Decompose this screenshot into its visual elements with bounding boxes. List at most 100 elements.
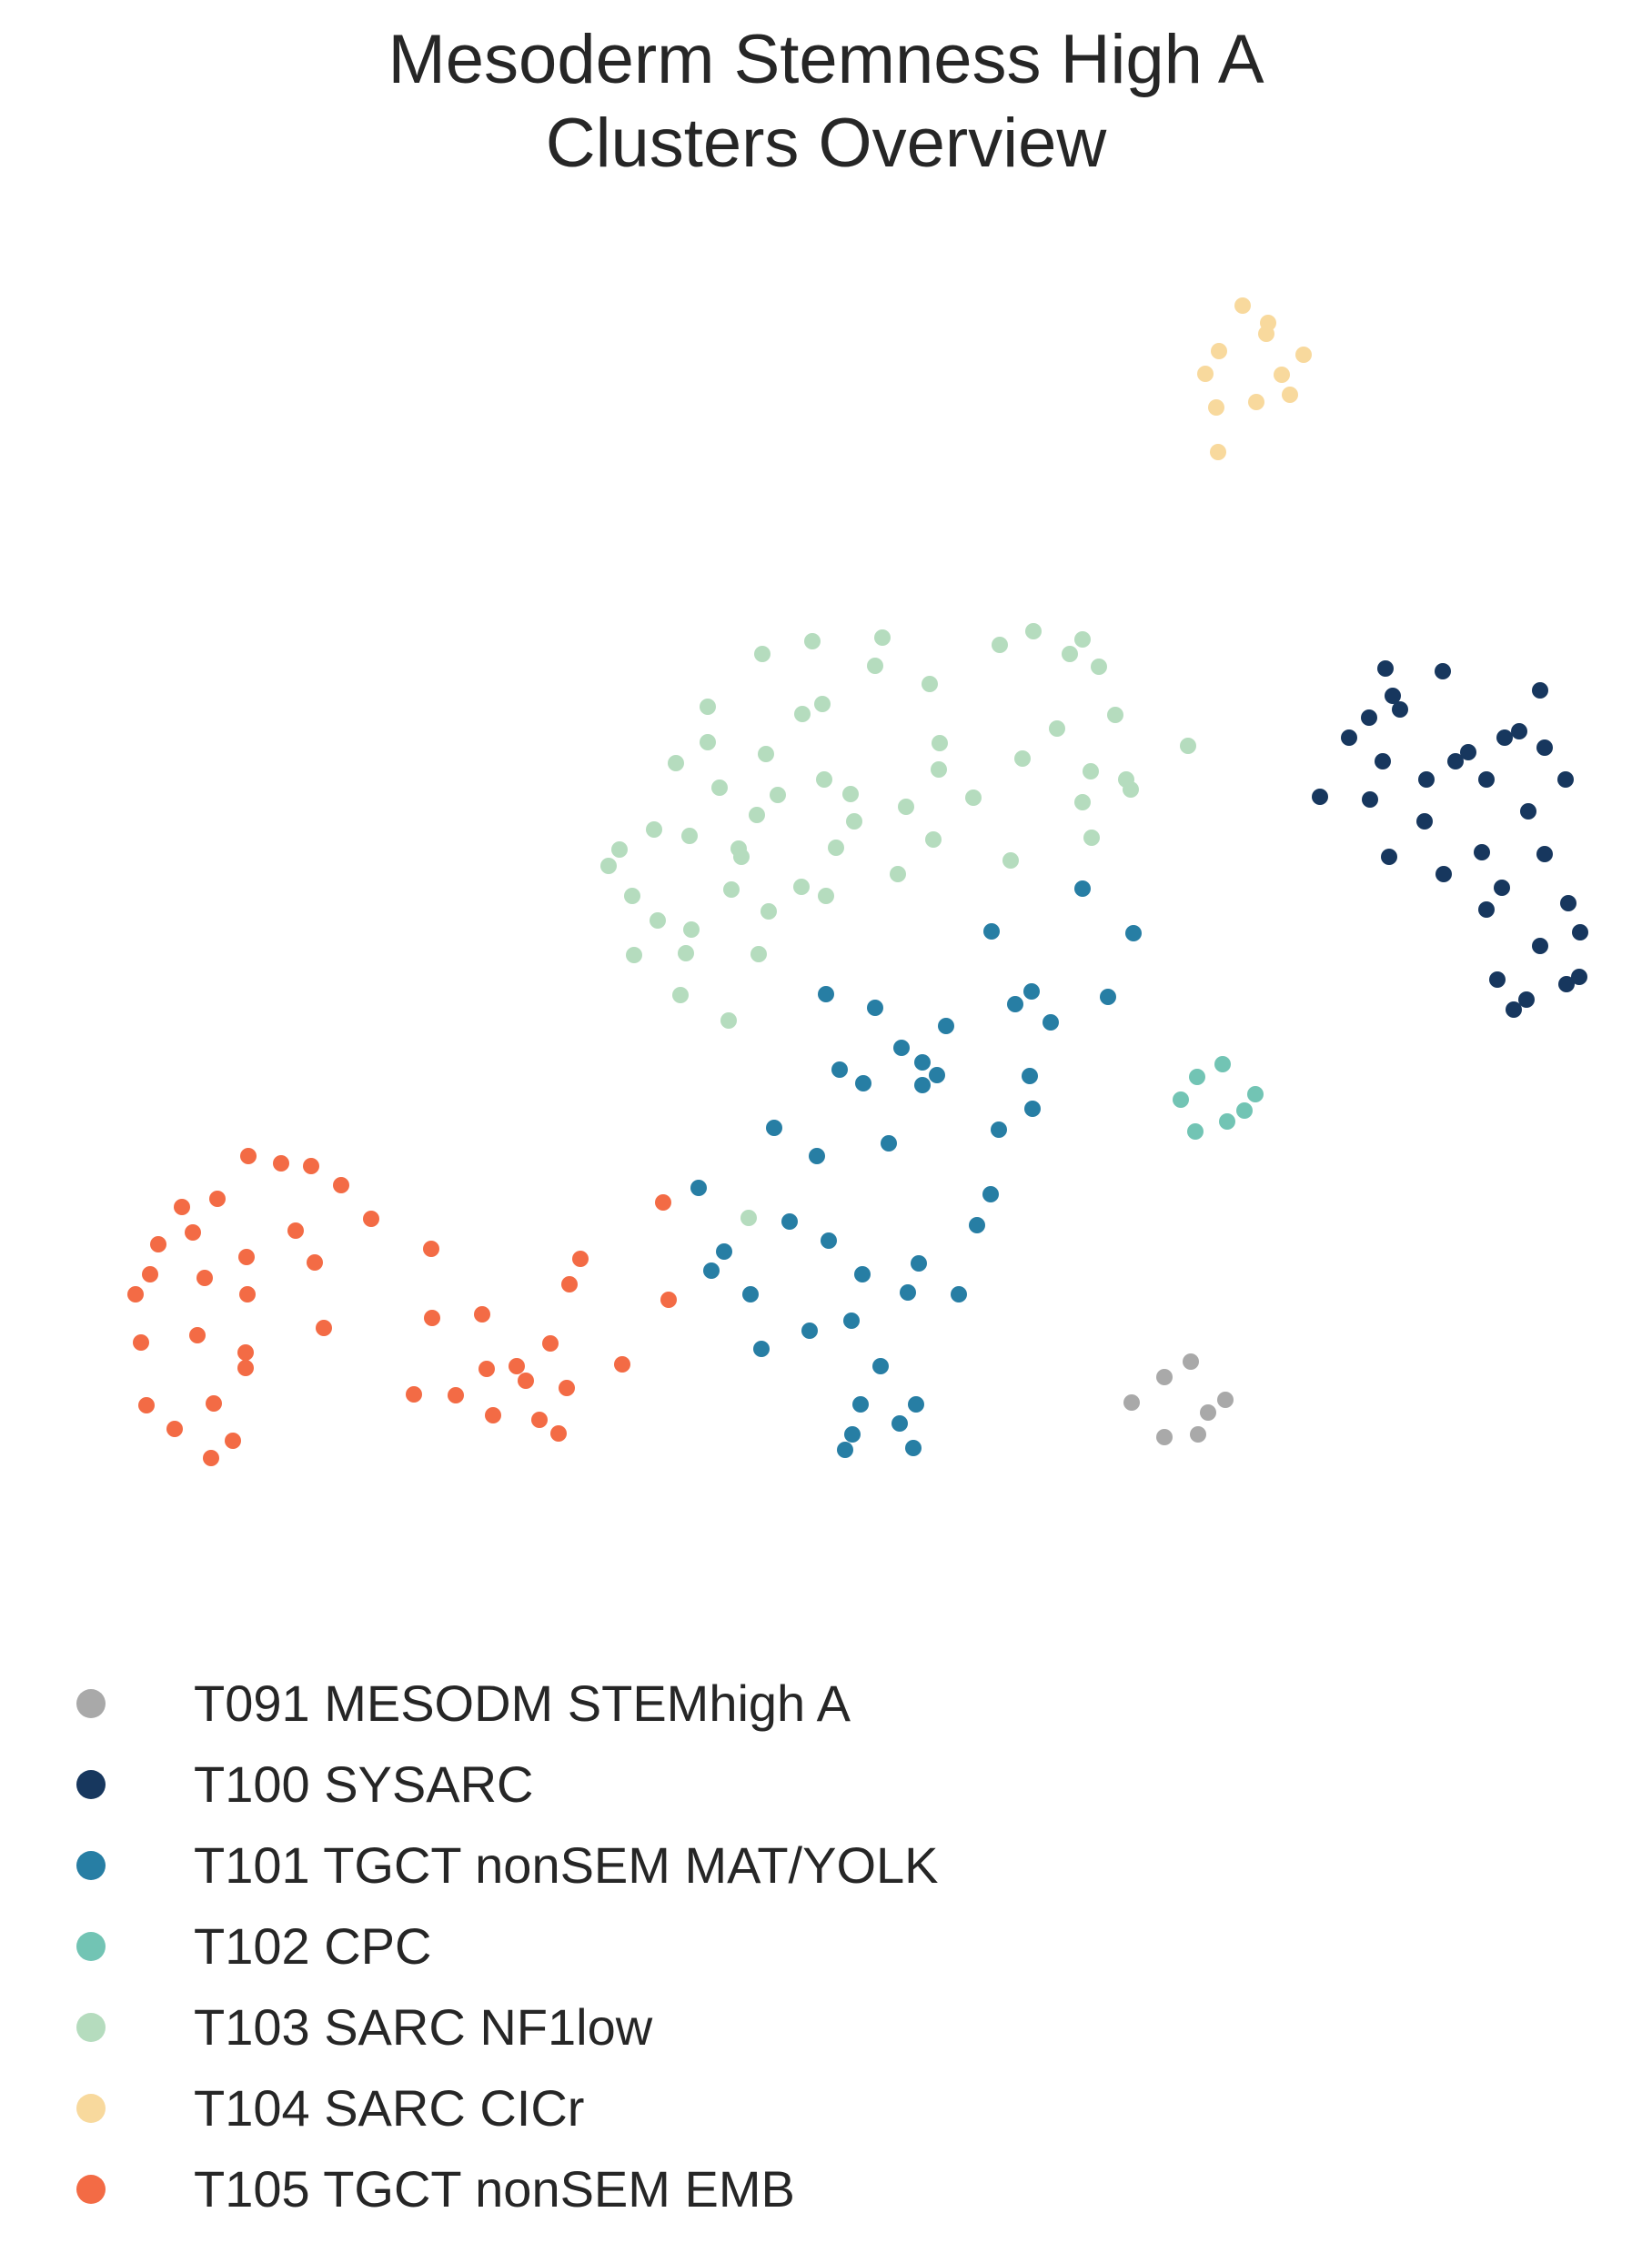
- legend-item: T105 TGCT nonSEM EMB: [62, 2148, 795, 2229]
- data-point: [1217, 1392, 1234, 1408]
- data-point: [982, 1186, 999, 1202]
- data-point: [1214, 1056, 1231, 1072]
- data-point: [681, 828, 698, 844]
- data-point: [333, 1177, 349, 1193]
- data-point: [900, 1284, 916, 1301]
- data-point: [890, 866, 906, 882]
- data-point: [781, 1213, 798, 1230]
- data-point: [818, 888, 834, 904]
- data-point: [611, 841, 628, 858]
- data-point: [1023, 983, 1040, 1000]
- data-point: [509, 1358, 525, 1374]
- data-point: [1236, 1102, 1253, 1119]
- data-point: [723, 881, 740, 898]
- data-point: [1435, 663, 1451, 679]
- data-point: [992, 637, 1008, 653]
- data-point: [821, 1232, 837, 1249]
- data-point: [1385, 688, 1401, 704]
- legend-label: T105 TGCT nonSEM EMB: [194, 2159, 795, 2218]
- data-point: [809, 1148, 825, 1164]
- data-point: [750, 946, 767, 962]
- data-point: [793, 879, 810, 895]
- data-point: [1049, 720, 1065, 737]
- data-point: [196, 1270, 213, 1286]
- data-point: [225, 1433, 241, 1449]
- data-point: [1197, 366, 1214, 382]
- data-point: [655, 1194, 671, 1211]
- data-point: [1361, 709, 1377, 726]
- data-point: [938, 1018, 954, 1034]
- data-point: [1248, 394, 1264, 410]
- data-point: [828, 840, 844, 856]
- data-point: [872, 1358, 889, 1374]
- legend-item: T100 SYSARC: [62, 1744, 534, 1825]
- data-point: [991, 1121, 1007, 1138]
- data-point: [766, 1120, 782, 1136]
- data-point: [1560, 895, 1576, 911]
- data-point: [287, 1222, 304, 1239]
- data-point: [965, 790, 982, 806]
- data-point: [1180, 738, 1196, 754]
- data-point: [1123, 781, 1139, 798]
- data-point: [898, 799, 914, 815]
- legend: T091 MESODM STEMhigh A T100 SYSARC T101 TG…: [62, 1663, 939, 2229]
- data-point: [127, 1286, 144, 1302]
- legend-marker-icon: [76, 1688, 106, 1718]
- data-point: [893, 1040, 910, 1056]
- data-point: [1282, 387, 1298, 403]
- data-point: [983, 923, 1000, 940]
- data-point: [914, 1054, 931, 1071]
- data-point: [1435, 866, 1452, 882]
- data-point: [1007, 996, 1023, 1012]
- data-point: [1258, 326, 1274, 342]
- data-point: [1173, 1091, 1189, 1108]
- data-point: [238, 1249, 255, 1265]
- data-point: [406, 1386, 422, 1403]
- data-point: [273, 1155, 289, 1172]
- data-point: [1418, 771, 1435, 788]
- data-point: [837, 1442, 853, 1458]
- data-point: [1460, 744, 1476, 760]
- data-point: [1156, 1369, 1173, 1385]
- data-point: [842, 786, 859, 802]
- data-point: [1478, 771, 1495, 788]
- data-point: [1022, 1068, 1038, 1084]
- data-point: [742, 1286, 759, 1302]
- data-point: [1156, 1429, 1173, 1445]
- data-point: [1091, 659, 1107, 675]
- data-point: [1183, 1353, 1199, 1370]
- data-point: [1210, 444, 1226, 460]
- series-3: [1173, 1056, 1264, 1140]
- data-point: [922, 676, 938, 692]
- legend-marker-icon: [76, 1931, 106, 1961]
- data-point: [206, 1395, 222, 1412]
- data-point: [814, 696, 831, 712]
- data-point: [600, 858, 617, 874]
- data-point: [1189, 1069, 1205, 1085]
- data-point: [690, 1180, 707, 1196]
- data-point: [1247, 1086, 1264, 1102]
- data-point: [852, 1396, 869, 1413]
- data-point: [1083, 830, 1100, 846]
- data-point: [969, 1217, 985, 1233]
- data-point: [1511, 723, 1527, 739]
- data-point: [185, 1224, 201, 1241]
- data-point: [911, 1255, 927, 1272]
- data-point: [925, 831, 942, 848]
- series-2: [690, 880, 1142, 1458]
- legend-item: T091 MESODM STEMhigh A: [62, 1663, 851, 1744]
- legend-item: T103 SARC NF1low: [62, 1986, 652, 2067]
- legend-label: T104 SARC CICr: [194, 2078, 585, 2137]
- data-point: [1474, 844, 1490, 860]
- data-point: [1123, 1394, 1140, 1411]
- series-0: [1123, 1353, 1234, 1445]
- data-point: [1489, 971, 1506, 988]
- series-4: [600, 623, 1196, 1226]
- data-point: [660, 1292, 677, 1308]
- data-point: [1392, 701, 1408, 718]
- data-point: [209, 1191, 226, 1207]
- data-point: [867, 658, 883, 674]
- data-point: [316, 1320, 332, 1336]
- data-point: [542, 1335, 559, 1352]
